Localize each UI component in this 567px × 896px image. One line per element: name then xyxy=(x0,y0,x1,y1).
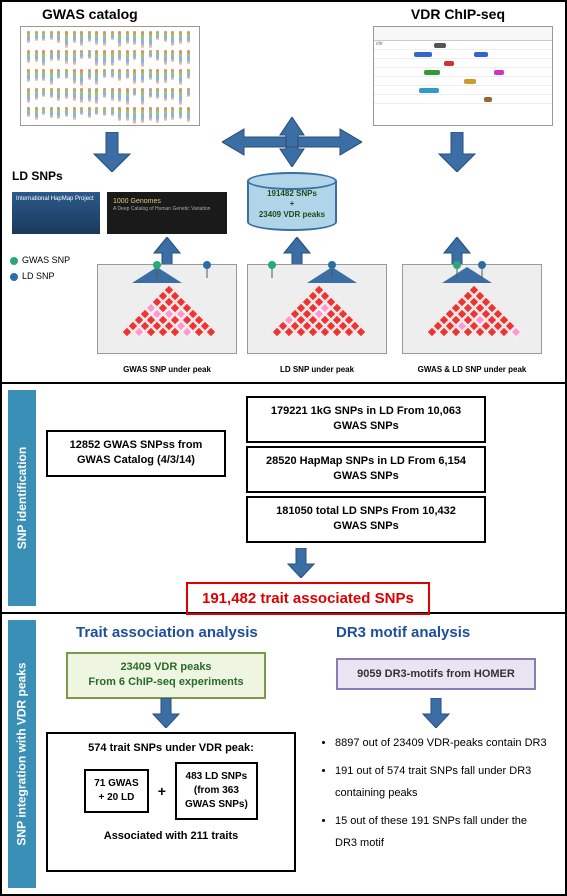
pin-legend: GWAS SNP LD SNP xyxy=(10,252,70,284)
down-arrow-icon xyxy=(151,698,181,728)
down-arrow-icon xyxy=(286,548,316,578)
bidirectional-arrow-icon xyxy=(222,117,362,167)
result-box: 191,482 trait associated SNPs xyxy=(186,582,430,615)
ld-snps-label: LD SNPs xyxy=(12,169,63,183)
vdr-title: VDR ChIP-seq xyxy=(411,6,505,22)
gwas-title: GWAS catalog xyxy=(42,6,138,22)
1000genomes-logo: 1000 GenomesA Deep Catalog of Human Gene… xyxy=(107,192,227,234)
side-tab-snp-id: SNP identification xyxy=(8,390,36,606)
box-hapmap: 28520 HapMap SNPs in LD From 6,154 GWAS … xyxy=(246,446,486,493)
database-cylinder-icon: 191482 SNPs + 23409 VDR peaks xyxy=(247,172,337,232)
box-gwas-catalog: 12852 GWAS SNPss from GWAS Catalog (4/3/… xyxy=(46,430,226,477)
inner-box-gwas: 71 GWAS+ 20 LD xyxy=(84,769,148,813)
up-arrow-icon xyxy=(282,237,312,267)
gwas-catalog-thumbnail: // draw mini karyotype bars later after … xyxy=(20,26,200,126)
dr3-motifs-box: 9059 DR3-motifs from HOMER xyxy=(336,658,536,690)
vdr-peaks-box: 23409 VDR peaks From 6 ChIP-seq experime… xyxy=(66,652,266,699)
down-arrow-icon xyxy=(92,132,132,172)
ld-plot-both: GWAS & LD SNP under peak xyxy=(402,264,542,354)
ld-plot-gwas: GWAS SNP under peak xyxy=(97,264,237,354)
box-total-ld: 181050 total LD SNPs From 10,432 GWAS SN… xyxy=(246,496,486,543)
trait-snps-outline: 574 trait SNPs under VDR peak: 71 GWAS+ … xyxy=(46,732,296,872)
down-arrow-icon xyxy=(437,132,477,172)
vdr-chipseq-thumbnail: chr xyxy=(373,26,553,126)
top-panel: GWAS catalog VDR ChIP-seq // draw mini k… xyxy=(2,2,565,384)
ld-plot-ld: LD SNP under peak xyxy=(247,264,387,354)
down-arrow-icon xyxy=(421,698,451,728)
trait-title: Trait association analysis xyxy=(76,624,258,641)
inner-box-ld: 483 LD SNPs(from 363GWAS SNPs) xyxy=(175,762,258,820)
bottom-panel: SNP integration with VDR peaks Trait ass… xyxy=(2,614,565,894)
box-1kg: 179221 1kG SNPs in LD From 10,063 GWAS S… xyxy=(246,396,486,443)
hapmap-logo: International HapMap Project xyxy=(12,192,100,234)
plus-icon: + xyxy=(152,783,172,799)
figure-container: GWAS catalog VDR ChIP-seq // draw mini k… xyxy=(0,0,567,896)
side-tab-integration: SNP integration with VDR peaks xyxy=(8,620,36,888)
middle-panel: SNP identification 12852 GWAS SNPss from… xyxy=(2,384,565,614)
dr3-bullets: 8897 out of 23409 VDR-peaks contain DR3 … xyxy=(321,732,551,860)
dr3-title: DR3 motif analysis xyxy=(336,624,470,641)
